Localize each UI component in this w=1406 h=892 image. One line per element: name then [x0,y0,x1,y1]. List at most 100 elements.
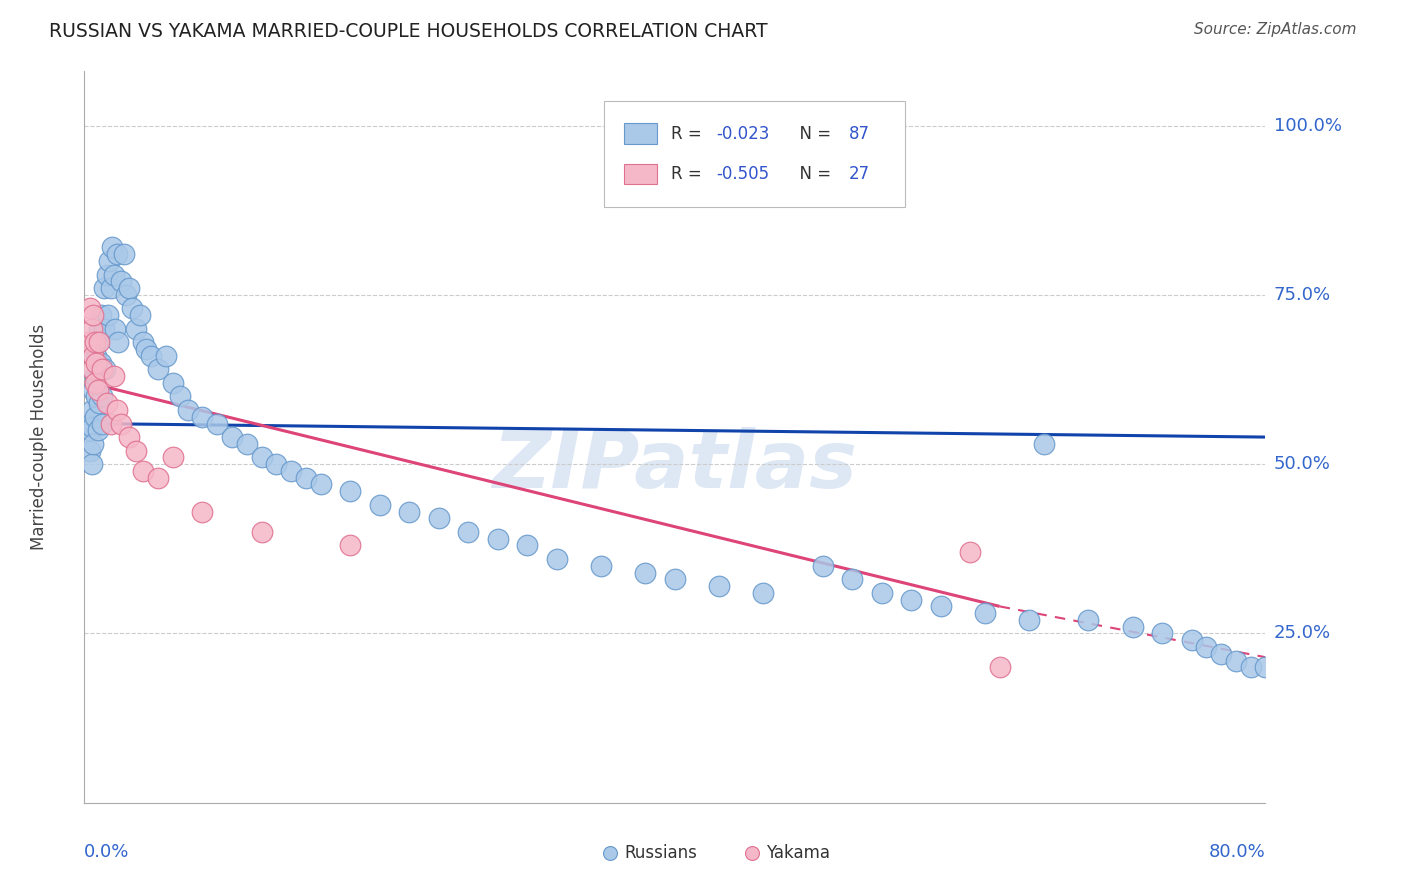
Point [118,281,141,295]
Point [104,322,127,336]
Point [177,403,200,417]
Text: Married-couple Households: Married-couple Households [31,324,48,550]
Text: ZIPatlas: ZIPatlas [492,427,858,506]
Point [207,417,229,431]
Point [82,308,104,322]
Point [457,524,479,539]
Text: 50.0%: 50.0% [1274,455,1330,473]
Point [250,524,273,539]
Point [86,423,108,437]
Text: Source: ZipAtlas.com: Source: ZipAtlas.com [1194,22,1357,37]
Point [959,545,981,559]
Point [709,579,731,593]
Point [125,322,148,336]
Point [80,420,103,434]
Point [83,376,105,390]
Text: -0.505: -0.505 [716,165,769,183]
Point [1211,647,1233,661]
Point [135,342,157,356]
Point [96,396,118,410]
Point [634,566,657,580]
Point [86,383,108,397]
Point [148,471,170,485]
Point [112,247,135,261]
Point [1018,613,1040,627]
Point [486,532,509,546]
Point [132,464,155,478]
Point [730,842,752,856]
Point [1077,613,1099,627]
Point [80,403,103,417]
Point [907,842,929,856]
Point [546,552,568,566]
Point [368,498,391,512]
Point [1240,660,1263,674]
Point [664,572,686,586]
Text: Russians: Russians [624,844,697,862]
Point [79,423,101,437]
Point [84,355,107,369]
Text: N =: N = [789,125,837,143]
Point [1122,620,1144,634]
Text: R =: R = [671,165,707,183]
Point [811,558,834,573]
Point [398,505,420,519]
Point [82,437,104,451]
Text: Yakama: Yakama [766,844,830,862]
Point [118,430,141,444]
Bar [624,163,657,184]
Point [82,383,104,397]
Point [339,484,361,499]
Point [221,430,243,444]
Point [80,362,103,376]
Point [169,389,191,403]
Point [97,308,120,322]
Point [280,464,302,478]
Point [1150,626,1173,640]
Point [114,288,136,302]
Text: N =: N = [789,165,837,183]
Point [100,417,122,431]
Point [91,362,114,376]
Point [870,586,893,600]
Point [87,322,111,336]
Point [83,335,105,350]
Point [91,417,114,431]
Point [100,281,122,295]
Point [974,606,997,620]
Point [110,274,132,288]
Point [107,335,129,350]
Bar [624,123,657,144]
Point [121,301,143,316]
Point [591,558,613,573]
Point [90,355,112,369]
Point [132,335,155,350]
Text: RUSSIAN VS YAKAMA MARRIED-COUPLE HOUSEHOLDS CORRELATION CHART: RUSSIAN VS YAKAMA MARRIED-COUPLE HOUSEHO… [49,22,768,41]
Point [90,308,112,322]
Point [82,349,104,363]
Point [105,403,128,417]
Point [125,443,148,458]
Point [84,349,107,363]
Point [93,281,115,295]
Point [1225,654,1247,668]
Point [752,586,775,600]
Point [105,247,128,261]
Point [988,660,1011,674]
Point [77,335,100,350]
Point [427,511,450,525]
Point [191,409,214,424]
Text: 25.0%: 25.0% [1274,624,1331,642]
Point [339,538,361,552]
FancyBboxPatch shape [605,101,905,207]
Point [295,471,318,485]
Point [1181,633,1204,648]
Point [86,335,108,350]
Text: -0.023: -0.023 [716,125,769,143]
Text: 87: 87 [848,125,869,143]
Text: 80.0%: 80.0% [1209,843,1265,861]
Point [155,349,177,363]
Text: 100.0%: 100.0% [1274,117,1341,135]
Text: R =: R = [671,125,707,143]
Point [94,362,117,376]
